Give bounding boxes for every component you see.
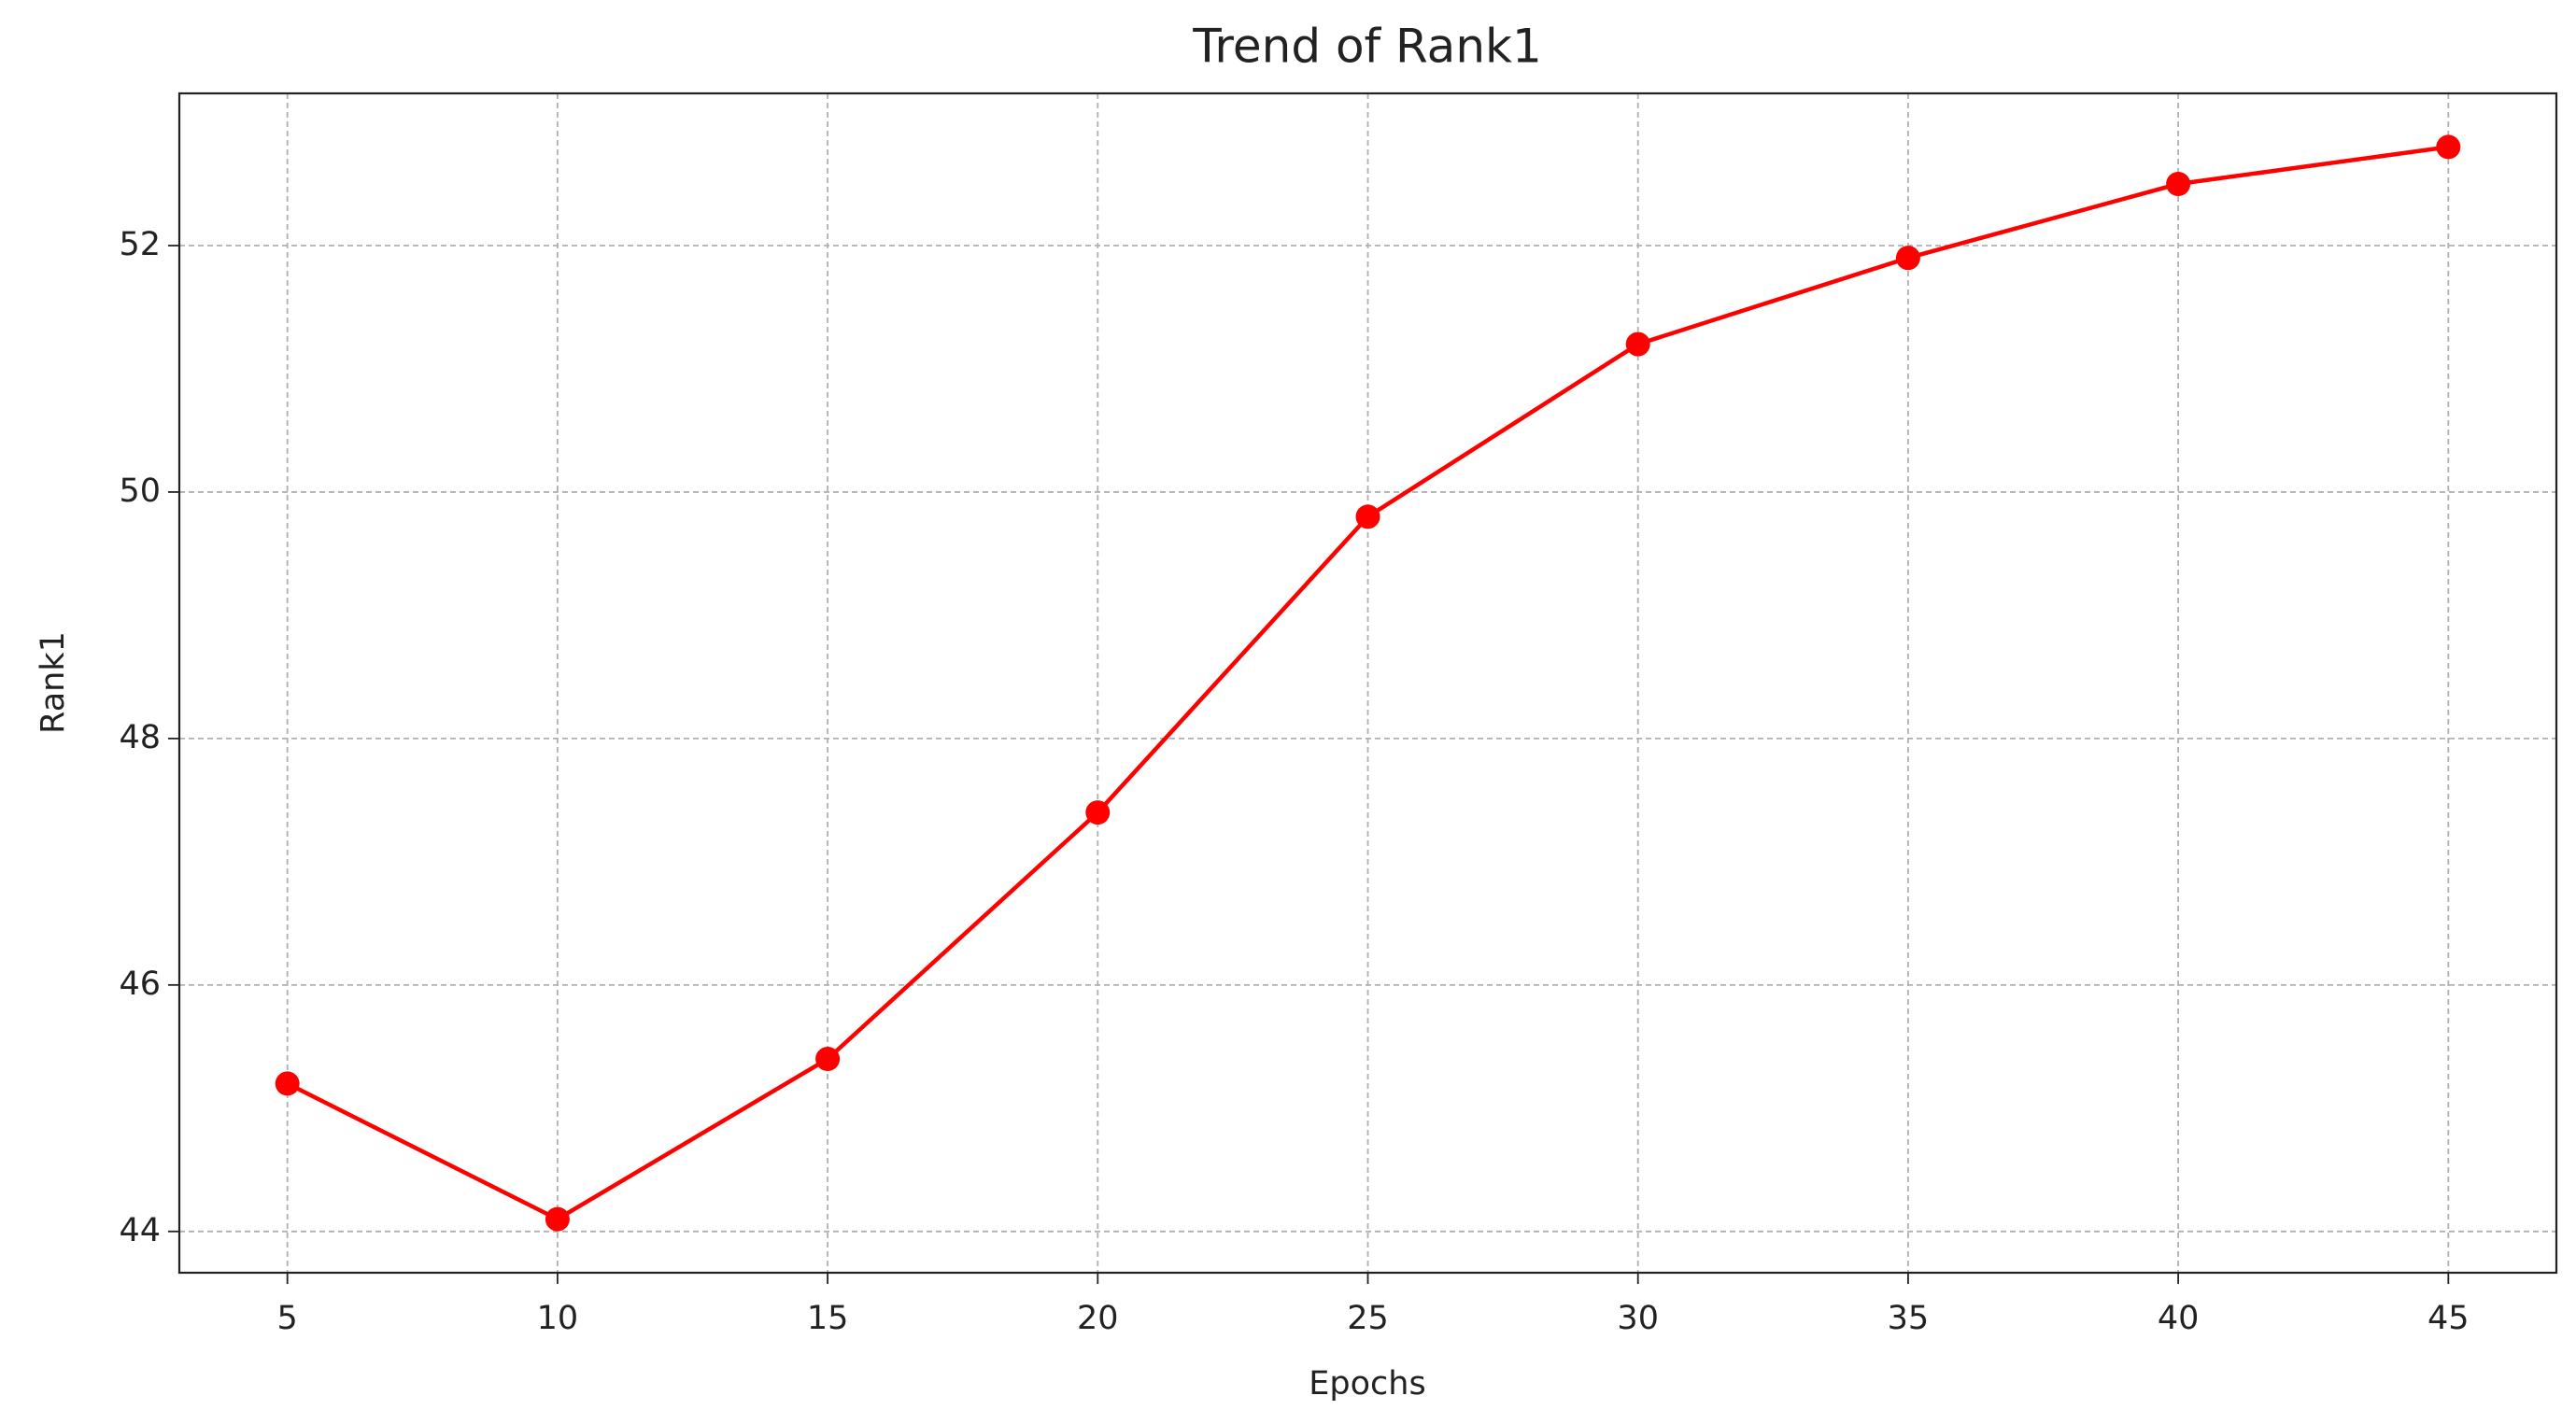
data-point (1355, 504, 1380, 529)
x-tick-label: 10 (537, 1300, 579, 1337)
x-tick-label: 15 (807, 1300, 849, 1337)
data-point (545, 1206, 570, 1232)
x-tick-label: 5 (277, 1300, 298, 1337)
x-tick-label: 30 (1617, 1300, 1659, 1337)
chart-title: Trend of Rank1 (1192, 20, 1542, 74)
x-tick-label: 20 (1077, 1300, 1119, 1337)
x-tick-label: 25 (1347, 1300, 1389, 1337)
x-tick-label: 45 (2427, 1300, 2470, 1337)
y-tick-label: 50 (119, 472, 161, 510)
data-point (2436, 134, 2461, 160)
y-tick-label: 48 (119, 719, 161, 756)
x-tick-label: 35 (1888, 1300, 1930, 1337)
data-point (2166, 172, 2191, 197)
y-axis-label: Rank1 (35, 631, 72, 734)
data-point (1625, 331, 1650, 357)
data-point (1085, 800, 1111, 825)
y-tick-label: 44 (119, 1212, 161, 1249)
plot-frame (177, 92, 2558, 1275)
y-tick-label: 52 (119, 226, 161, 263)
data-point (275, 1071, 300, 1096)
x-axis-label: Epochs (1309, 1365, 1425, 1403)
x-tick-label: 40 (2158, 1300, 2200, 1337)
data-point (1895, 246, 1920, 271)
data-point (815, 1047, 841, 1072)
y-tick-label: 46 (119, 966, 161, 1003)
